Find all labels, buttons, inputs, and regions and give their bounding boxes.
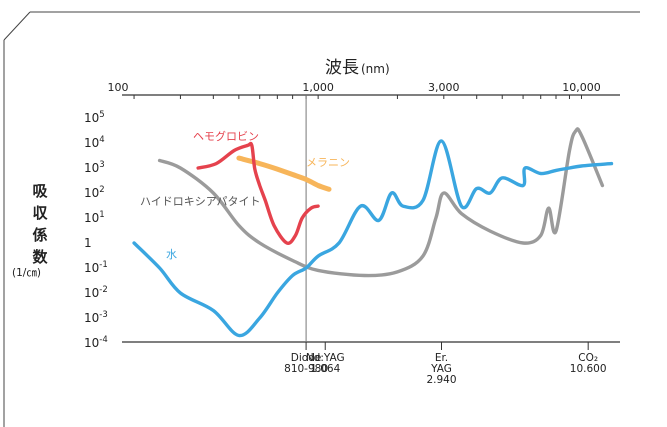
y-tick-label: 10-1 — [84, 260, 108, 275]
x-tick-label: 100 — [108, 81, 129, 94]
laser-label: Er. — [435, 352, 448, 364]
series-line — [132, 139, 614, 338]
y-axis-label-char: 吸 — [32, 182, 48, 200]
y-tick-label: 105 — [84, 110, 105, 125]
y-axis-label-char: 数 — [32, 248, 48, 266]
y-ticks: 105 104 103 102 101 1 10-1 10-2 10-3 10-4 — [84, 110, 108, 350]
laser-label: Diode — [291, 352, 322, 364]
y-tick-label: 10-3 — [84, 310, 108, 325]
chart-title-unit: (nm) — [361, 62, 390, 76]
y-tick-label: 10-4 — [84, 335, 108, 350]
series-label: 水 — [166, 248, 177, 261]
y-axis-label-char: 収 — [32, 204, 48, 222]
x-ticks-top: 100 1,000 3,000 10,000 — [108, 81, 601, 94]
series-label: ヘモグロビン — [193, 129, 259, 143]
absorption-curves — [132, 127, 614, 338]
y-tick-label: 103 — [84, 160, 105, 175]
x-tick-label: 1,000 — [302, 81, 334, 94]
laser-label: Nd:YAG — [306, 352, 345, 364]
x-tick-label: 3,000 — [428, 81, 460, 94]
laser-label: 2.940 — [426, 374, 456, 386]
y-tick-label: 1 — [84, 236, 92, 250]
laser-label: 810-980 — [284, 363, 328, 375]
laser-label: 1.064 — [310, 363, 340, 375]
series-line — [236, 155, 332, 192]
laser-label: CO₂ — [578, 352, 598, 364]
series-label: ハイドロキシアパタイト — [140, 195, 261, 208]
y-tick-label: 10-2 — [84, 285, 108, 300]
y-tick-label: 101 — [84, 210, 105, 225]
y-axis-label-char: 係 — [32, 226, 47, 244]
y-tick-label: 104 — [84, 135, 105, 150]
x-tick-label: 10,000 — [562, 81, 601, 94]
series-line — [157, 127, 605, 278]
laser-label: 10.600 — [570, 363, 607, 375]
chart-title-text: 波長 — [325, 58, 359, 78]
laser-label: YAG — [430, 363, 452, 375]
y-tick-label: 102 — [84, 185, 105, 200]
y-axis-unit: (1/㎝) — [12, 267, 41, 279]
chart-title: 波長 (nm) — [325, 58, 390, 78]
series-line — [196, 141, 320, 246]
series-label: メラニン — [306, 156, 350, 169]
